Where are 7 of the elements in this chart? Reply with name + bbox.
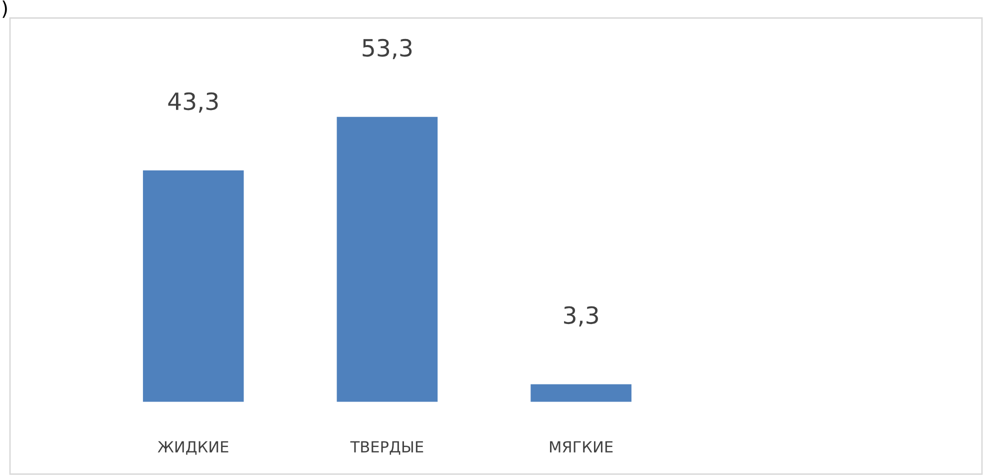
x-tick-label: ТВЕРДЫЕ [350,441,424,455]
x-tick-label: МЯГКИЕ [550,441,613,452]
x-tick-label: ЖИДКИЕ [158,441,228,455]
text: ) [2,0,7,18]
data-label: 53,3 [362,38,412,60]
data-label: 3,3 [564,306,598,326]
data-label: 43,3 [168,92,218,113]
